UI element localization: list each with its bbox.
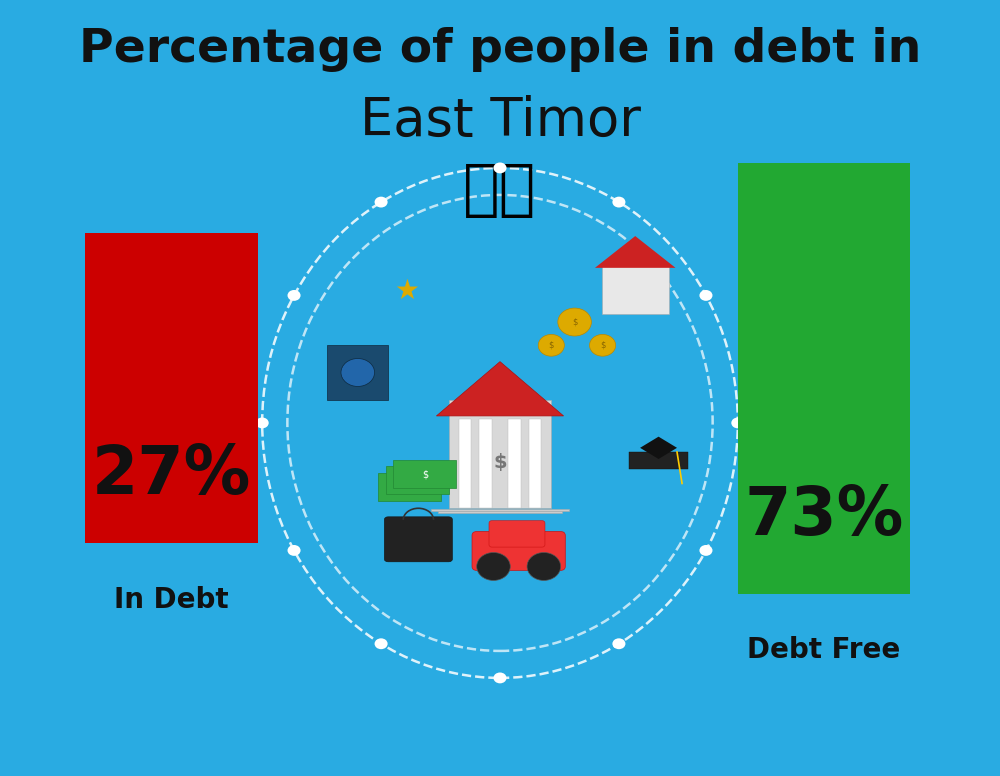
FancyBboxPatch shape <box>378 473 441 501</box>
Text: $: $ <box>572 317 577 327</box>
Polygon shape <box>436 362 564 416</box>
Polygon shape <box>595 236 676 268</box>
FancyBboxPatch shape <box>738 163 910 594</box>
Circle shape <box>375 196 388 207</box>
Circle shape <box>493 162 507 173</box>
Circle shape <box>590 334 616 356</box>
Circle shape <box>699 290 712 301</box>
Circle shape <box>612 639 625 650</box>
Text: Percentage of people in debt in: Percentage of people in debt in <box>79 27 921 72</box>
FancyBboxPatch shape <box>384 517 452 562</box>
Circle shape <box>731 417 744 428</box>
FancyBboxPatch shape <box>449 400 551 508</box>
Text: Debt Free: Debt Free <box>747 636 901 664</box>
Text: East Timor: East Timor <box>360 95 640 147</box>
Circle shape <box>288 290 301 301</box>
FancyBboxPatch shape <box>508 419 521 508</box>
Circle shape <box>538 334 564 356</box>
FancyBboxPatch shape <box>472 532 565 570</box>
FancyBboxPatch shape <box>602 265 669 314</box>
Circle shape <box>477 553 510 580</box>
Circle shape <box>558 308 591 336</box>
Text: $: $ <box>415 476 421 485</box>
FancyBboxPatch shape <box>85 233 258 543</box>
FancyBboxPatch shape <box>431 509 569 511</box>
FancyBboxPatch shape <box>393 460 456 488</box>
Text: $: $ <box>493 453 507 472</box>
FancyBboxPatch shape <box>529 419 541 508</box>
FancyBboxPatch shape <box>459 419 471 508</box>
FancyBboxPatch shape <box>386 466 449 494</box>
Circle shape <box>375 639 388 650</box>
Text: 27%: 27% <box>92 442 251 508</box>
FancyBboxPatch shape <box>489 521 545 547</box>
FancyBboxPatch shape <box>438 511 562 514</box>
Circle shape <box>493 673 507 684</box>
Text: $: $ <box>549 341 554 350</box>
Polygon shape <box>640 437 677 459</box>
Text: $: $ <box>407 482 413 491</box>
Circle shape <box>256 417 269 428</box>
FancyBboxPatch shape <box>629 452 688 469</box>
Text: 🇹🇱: 🇹🇱 <box>463 161 537 220</box>
FancyBboxPatch shape <box>479 419 492 508</box>
Text: 73%: 73% <box>744 483 904 549</box>
Circle shape <box>699 545 712 556</box>
Text: $: $ <box>422 469 428 479</box>
Circle shape <box>341 359 375 386</box>
Text: ★: ★ <box>394 277 419 305</box>
Circle shape <box>527 553 561 580</box>
Text: In Debt: In Debt <box>114 586 229 614</box>
FancyBboxPatch shape <box>327 345 388 400</box>
Circle shape <box>612 196 625 207</box>
Text: $: $ <box>600 341 605 350</box>
Circle shape <box>288 545 301 556</box>
